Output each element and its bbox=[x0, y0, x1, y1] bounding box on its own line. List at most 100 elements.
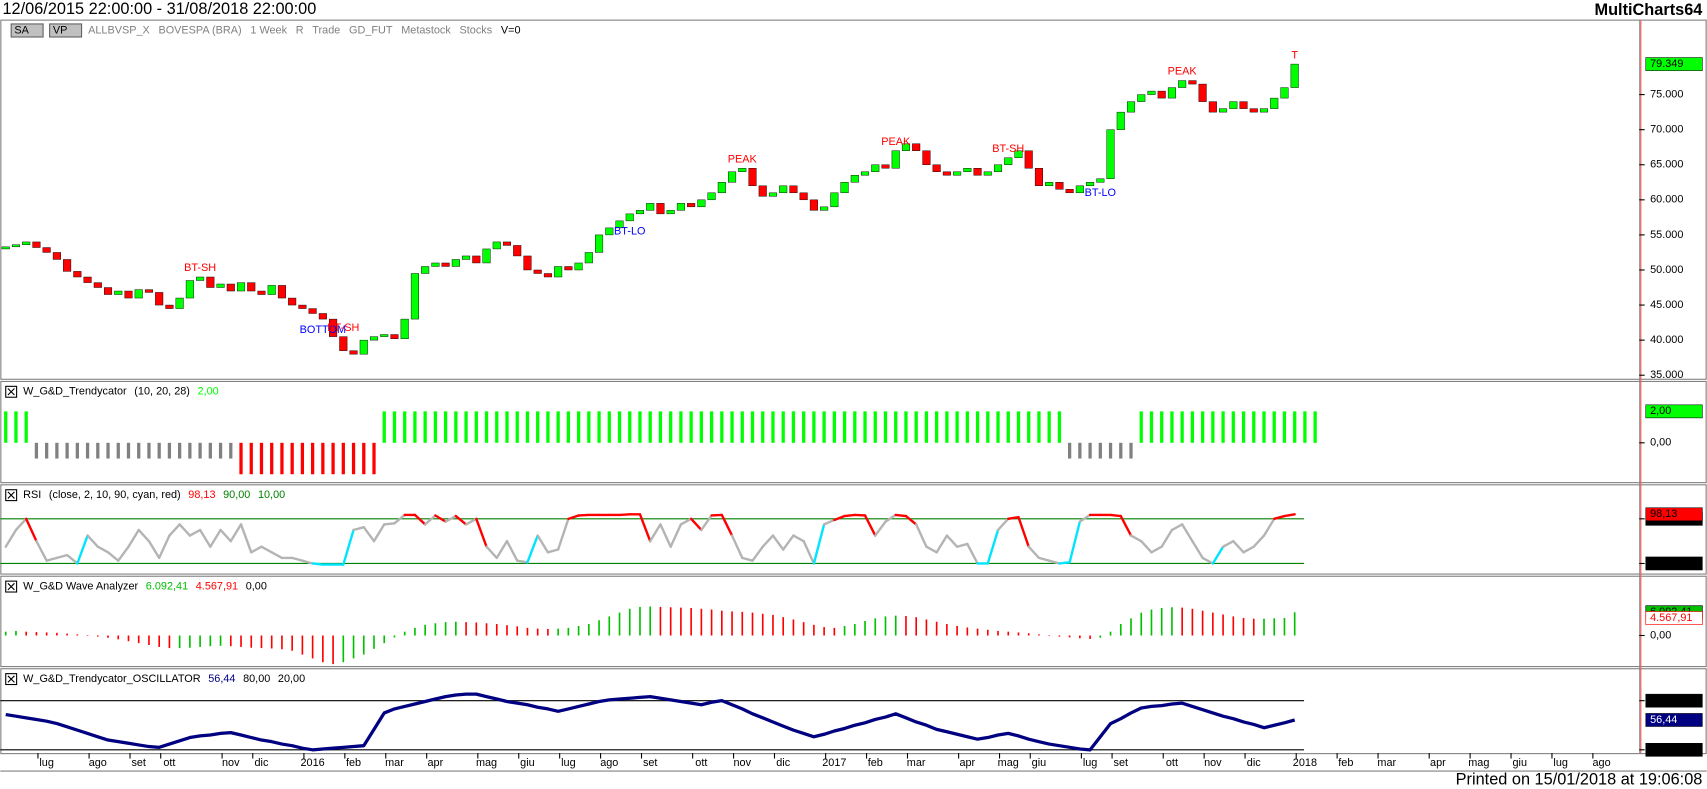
line-segment bbox=[1068, 520, 1082, 564]
time-label: lug bbox=[1553, 757, 1568, 769]
panel-header-item: W_G&D_Trendycator bbox=[23, 386, 127, 398]
bar bbox=[639, 606, 641, 636]
bar bbox=[894, 615, 897, 636]
bar bbox=[853, 411, 857, 443]
bar bbox=[863, 411, 867, 443]
bar bbox=[25, 631, 28, 636]
rsi-panel bbox=[0, 484, 1707, 575]
line-segment bbox=[1140, 539, 1153, 554]
line-segment bbox=[669, 523, 683, 548]
candle-body bbox=[635, 210, 645, 215]
bar bbox=[975, 411, 980, 443]
bar bbox=[1180, 411, 1184, 443]
bar bbox=[495, 411, 499, 443]
candle-body bbox=[451, 259, 460, 267]
annotation: BT-LO bbox=[1085, 187, 1116, 199]
bar bbox=[1282, 411, 1287, 443]
bar bbox=[372, 442, 376, 475]
line-segment bbox=[720, 513, 734, 537]
candle-body bbox=[63, 259, 72, 272]
candle-body bbox=[421, 266, 430, 274]
bar bbox=[1283, 617, 1286, 636]
bar bbox=[935, 621, 938, 636]
bar bbox=[1038, 634, 1040, 636]
bar bbox=[741, 611, 744, 636]
bar bbox=[1129, 442, 1133, 459]
candle-body bbox=[768, 192, 777, 197]
bar bbox=[965, 411, 969, 443]
candle-body bbox=[144, 289, 153, 293]
time-label: feb bbox=[1338, 757, 1353, 769]
line-segment bbox=[495, 539, 509, 560]
bar bbox=[1078, 442, 1082, 459]
axis-label: 45.000 bbox=[1650, 299, 1683, 311]
bar bbox=[45, 632, 48, 636]
trend-panel bbox=[0, 380, 1707, 484]
bar bbox=[198, 442, 202, 459]
candle-body bbox=[32, 241, 41, 248]
bar bbox=[157, 442, 161, 459]
candle-body bbox=[226, 283, 235, 292]
bar bbox=[751, 612, 754, 636]
bar bbox=[1089, 635, 1091, 639]
candle-body bbox=[216, 283, 225, 288]
bar bbox=[1057, 411, 1062, 443]
line-segment bbox=[863, 514, 877, 537]
toolbar-item: V=0 bbox=[501, 24, 521, 36]
line-segment bbox=[771, 534, 785, 551]
candle-body bbox=[861, 171, 870, 176]
annotation: BT-SH bbox=[184, 262, 216, 274]
bar bbox=[495, 624, 498, 636]
bar bbox=[628, 411, 632, 443]
bar bbox=[802, 622, 805, 636]
line-segment bbox=[822, 518, 836, 526]
time-label: 2017 bbox=[822, 757, 846, 769]
candle-body bbox=[809, 199, 818, 211]
bar bbox=[403, 411, 407, 443]
time-label: lug bbox=[561, 757, 576, 769]
time-label: lug bbox=[39, 757, 54, 769]
bar bbox=[1293, 612, 1296, 636]
candle-body bbox=[400, 318, 409, 339]
bar bbox=[832, 411, 836, 443]
line-segment bbox=[434, 514, 447, 523]
candle-body bbox=[1004, 157, 1013, 165]
bar bbox=[730, 411, 734, 443]
axis-label: 20,00 bbox=[1650, 744, 1677, 756]
bar bbox=[321, 442, 325, 475]
bar bbox=[281, 635, 283, 650]
candle-body bbox=[155, 292, 164, 306]
candle-body bbox=[236, 282, 246, 292]
candle-body bbox=[482, 248, 491, 264]
candle-body bbox=[247, 282, 256, 292]
line-segment bbox=[914, 523, 928, 548]
line-segment bbox=[35, 539, 48, 562]
bar bbox=[424, 624, 426, 636]
bar bbox=[1047, 411, 1051, 443]
bar bbox=[1027, 411, 1031, 443]
bar bbox=[1149, 411, 1154, 443]
candle-body bbox=[410, 273, 419, 320]
line-segment bbox=[413, 513, 427, 526]
bar bbox=[914, 411, 918, 443]
line-segment bbox=[270, 551, 284, 560]
bar bbox=[1252, 411, 1256, 443]
annotation: BT-LO bbox=[614, 226, 645, 238]
line-segment bbox=[833, 514, 846, 522]
date-range: 12/06/2015 22:00:00 - 31/08/2018 22:00:0… bbox=[2, 0, 316, 18]
candle-body bbox=[513, 245, 522, 257]
line-segment bbox=[4, 528, 18, 548]
bar bbox=[85, 442, 90, 459]
toolbar-button bbox=[49, 23, 83, 38]
time-label: giu bbox=[1512, 757, 1527, 769]
bar bbox=[608, 616, 611, 636]
bar bbox=[178, 635, 181, 649]
time-label: lug bbox=[1083, 757, 1098, 769]
line-segment bbox=[444, 514, 458, 523]
current-value-box bbox=[1645, 507, 1703, 522]
bar bbox=[1067, 442, 1072, 459]
bar bbox=[443, 411, 448, 443]
line-segment bbox=[168, 523, 181, 537]
line-segment bbox=[751, 545, 764, 562]
